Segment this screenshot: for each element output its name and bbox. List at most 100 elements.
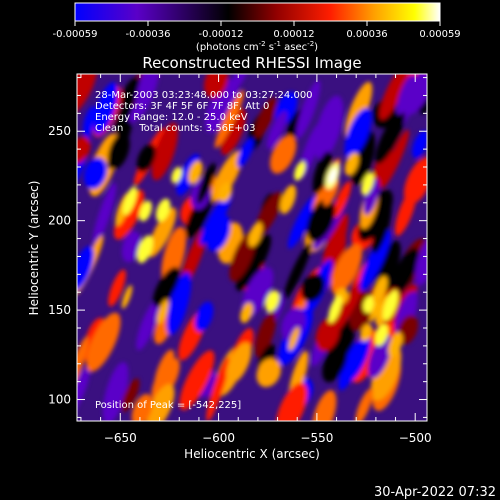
colorbar-gradient [74,2,441,22]
heatmap-blob [113,189,145,240]
heatmap-hotspot [361,172,374,196]
heatmap-hotspot [265,290,280,312]
y-axis-label: Heliocentric Y (arcsec) [27,181,41,316]
heatmap-blob [93,82,118,135]
heatmap-blob [323,178,340,206]
colorbar-tick-label: 0.00059 [419,29,460,40]
heatmap-blob [287,196,317,249]
heatmap-blob [179,350,215,411]
peak-position-label: Position of Peak = [-542,225] [95,400,241,411]
heatmap-hotspot [136,235,154,264]
heatmap-blob [283,242,312,300]
heatmap-blob [206,214,231,252]
annotation-energy-range: Energy Range: 12.0 - 25.0 keV [95,112,248,123]
heatmap-blob [151,358,180,402]
heatmap-blob [237,138,254,168]
annotation-clean-counts: Clean Total counts: 3.56E+03 [95,123,255,134]
y-tick-label: 250 [48,124,71,138]
colorbar-tick-label: 0.00036 [346,29,387,40]
heatmap-blob [206,356,230,421]
colorbar: -0.00059 -0.00036 -0.00012 0.00012 0.00036 0.… [53,2,461,53]
heatmap-blob [314,95,344,160]
x-tick-label: −600 [202,431,235,445]
heatmap-blob [114,96,134,133]
colorbar-unit-label: (photons cm-2 s-1 asec-2) [196,40,318,53]
heatmap-blob [315,317,340,352]
heatmap-blob [409,74,427,115]
x-tick-label: −650 [104,431,137,445]
heatmap-blob [152,266,180,307]
heatmap-hotspot [218,182,233,202]
heatmap-blob [256,358,281,388]
heatmap-blob [370,345,402,401]
heatmap-blob [412,130,427,159]
heatmap-blob [205,78,239,133]
y-tick-label: 150 [48,303,71,317]
heatmap-blob [151,122,178,181]
heatmap-blob [226,342,252,384]
heatmap-blob [311,390,337,421]
y-axis: 100 150 200 250 [48,77,427,418]
heatmap-hotspot [344,152,359,176]
heatmap-blob [161,226,187,285]
heatmap-blob [102,362,129,421]
heatmap-blob [270,134,297,174]
plot-frame [76,73,428,422]
heatmap-blob [107,132,130,170]
heatmap-blob [166,272,192,336]
heatmap-blob [211,150,243,202]
heatmap-blob [281,307,306,342]
heatmap-hotspot [382,290,399,321]
colorbar-ticks: -0.00059 -0.00036 -0.00012 0.00012 0.00036 0.… [53,21,461,40]
heatmap-blob [77,245,94,291]
heatmap-blob [379,74,409,120]
annotation-time-range: 28-Mar-2003 03:23:48.000 to 03:27:24.000 [95,90,313,101]
heatmap-blob [77,136,91,164]
x-axis: −650 −600 −550 −500 [80,74,432,445]
heatmap-blob [195,301,214,332]
heatmap-hotspot [240,302,253,324]
heatmap-blob [300,273,325,302]
heatmap-blob [204,74,229,99]
heatmap-blob [372,201,392,254]
heatmap-blob [83,105,97,137]
heatmap-hotspot [188,160,203,184]
heatmap-hotspot [139,200,152,222]
heatmap-hotspot [328,295,342,323]
heatmap-blob [131,393,153,421]
heatmap-blob [344,335,371,383]
heatmap-image [77,74,427,421]
heatmap-blob [375,110,405,164]
heatmap-hotspot [369,297,381,323]
heatmap-hotspot [155,198,171,222]
colorbar-tick-label: -0.00059 [53,29,98,40]
colorbar-tick-label: 0.00012 [273,29,314,40]
heatmap-hotspot [156,299,169,325]
heatmap-hotspot [121,285,133,309]
heatmap-blob [266,111,287,149]
annotation-block: 28-Mar-2003 03:23:48.000 to 03:27:24.000… [95,90,313,134]
heatmap-blob [296,80,321,139]
heatmap-blob [350,130,376,186]
heatmap-blob [235,234,272,291]
heatmap-blob [197,162,216,204]
heatmap-hotspot [248,222,263,247]
heatmap-blob [275,382,308,421]
heatmap-blob [121,77,141,108]
heatmap-hotspot [280,184,297,214]
heatmap-blob [358,189,393,242]
heatmap-blob [372,146,393,189]
heatmap-blob [254,97,277,138]
heatmap-blob [108,269,126,307]
heatmap-blob [121,231,141,263]
heatmap-blob [146,383,175,421]
heatmap-blob [312,151,332,194]
annotation-detectors: Detectors: 3F 4F 5F 6F 7F 8F, Att 0 [95,101,269,112]
heatmap-blob [92,182,117,248]
heatmap-blob [254,311,276,358]
heatmap-hotspot [388,332,403,358]
heatmap-blob [397,314,418,345]
heatmap-blob [359,230,391,291]
colorbar-tick-label: -0.00036 [126,29,171,40]
